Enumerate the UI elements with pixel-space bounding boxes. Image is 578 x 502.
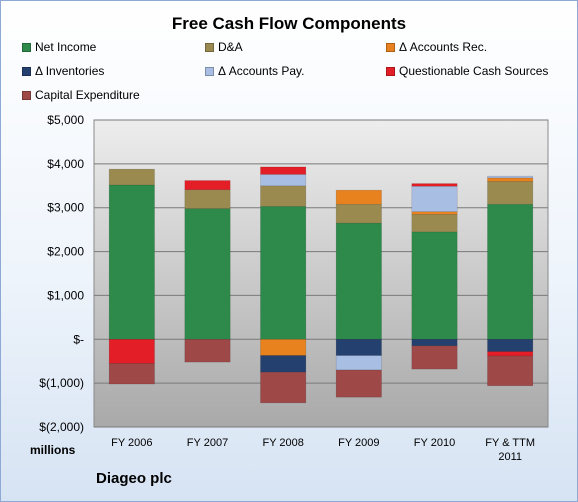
bar-segment-delta-accounts-rec	[335, 189, 382, 205]
legend-item-questionable-cash-sources: Questionable Cash Sources	[386, 64, 548, 78]
bar-segment-questionable-cash-sources	[108, 338, 155, 364]
bar-segment-d-a	[335, 203, 382, 224]
legend-label: Δ Accounts Rec.	[399, 40, 488, 54]
x-tick-label: FY 2010	[414, 437, 455, 449]
bar-segment-delta-accounts-pay	[335, 355, 382, 371]
legend-swatch	[22, 67, 31, 76]
bar-segment-capital-expenditure	[411, 345, 458, 370]
bar-segment-questionable-cash-sources	[184, 180, 231, 191]
chart-title: Free Cash Flow Components	[171, 14, 407, 33]
bar-segment-questionable-cash-sources	[411, 183, 458, 187]
bar-segment-capital-expenditure	[260, 371, 307, 404]
legend-swatch	[22, 43, 31, 52]
bar-segment-capital-expenditure	[184, 338, 231, 363]
bar-segment-delta-accounts-pay	[411, 185, 458, 212]
bar-segment-delta-inventories	[335, 338, 382, 356]
legend-item-net-income: Net Income	[22, 40, 96, 54]
legend-item-delta-accounts-pay: Δ Accounts Pay.	[205, 64, 305, 78]
bar-segment-net-income	[108, 184, 155, 340]
bar-segment-delta-inventories	[487, 338, 534, 352]
y-tick-label: $(2,000)	[39, 420, 84, 434]
x-tick-label: FY & TTM	[485, 437, 535, 449]
bar-segment-delta-inventories	[411, 338, 458, 347]
bar-segment-delta-accounts-rec	[487, 177, 534, 182]
bar-segment-net-income	[487, 203, 534, 340]
legend-label: Δ Accounts Pay.	[218, 64, 305, 78]
plot-area	[93, 119, 549, 428]
legend-swatch	[22, 91, 31, 100]
bar-segment-net-income	[411, 231, 458, 340]
bar-segment-capital-expenditure	[335, 369, 382, 398]
legend-label: D&A	[218, 40, 243, 54]
x-tick-label: FY 2006	[111, 437, 152, 449]
legend-label: Net Income	[35, 40, 97, 54]
bar-segment-d-a	[260, 185, 307, 207]
x-tick-label: FY 2009	[338, 437, 379, 449]
bar-segment-delta-inventories	[260, 355, 307, 373]
y-tick-label: $(1,000)	[39, 376, 84, 390]
bar-segment-capital-expenditure	[487, 355, 534, 387]
y-tick-label: $4,000	[47, 157, 84, 171]
company-name: Diageo plc	[96, 470, 172, 487]
x-tick-label: FY 2008	[262, 437, 303, 449]
unit-label: millions	[30, 443, 76, 457]
x-tick-label: 2011	[498, 451, 522, 463]
bar-segment-questionable-cash-sources	[487, 351, 534, 357]
y-tick-label: $5,000	[47, 113, 84, 127]
bar-segment-net-income	[260, 206, 307, 340]
bar-segment-delta-accounts-pay	[260, 174, 307, 187]
bar-segment-delta-accounts-rec	[411, 211, 458, 215]
legend-label: Questionable Cash Sources	[399, 64, 549, 78]
legend-label: Δ Inventories	[35, 64, 105, 78]
x-tick-label: FY 2007	[187, 437, 228, 449]
bar-segment-capital-expenditure	[108, 363, 155, 385]
legend-label: Capital Expenditure	[35, 88, 140, 102]
bar-segment-net-income	[184, 208, 231, 340]
bar-segment-d-a	[487, 181, 534, 205]
bar-segment-d-a	[184, 189, 231, 209]
y-tick-label: $1,000	[47, 288, 84, 302]
y-tick-label: $-	[73, 332, 84, 346]
legend-item-capital-expenditure: Capital Expenditure	[22, 88, 140, 102]
legend-swatch	[386, 67, 395, 76]
bar-segment-net-income	[335, 222, 382, 340]
legend-item-delta-inventories: Δ Inventories	[22, 64, 104, 78]
bar-segment-d-a	[411, 213, 458, 233]
legend-item-d-a: D&A	[205, 40, 243, 54]
bar-segment-delta-accounts-pay	[487, 175, 534, 179]
bar-segment-delta-accounts-rec	[260, 338, 307, 356]
y-tick-label: $2,000	[47, 245, 84, 259]
bar-segment-d-a	[108, 168, 155, 186]
legend-swatch	[386, 43, 395, 52]
bar-segment-questionable-cash-sources	[260, 166, 307, 175]
legend-item-delta-accounts-rec: Δ Accounts Rec.	[386, 40, 487, 54]
legend-swatch	[205, 67, 214, 76]
y-tick-label: $3,000	[47, 201, 84, 215]
legend-swatch	[205, 43, 214, 52]
